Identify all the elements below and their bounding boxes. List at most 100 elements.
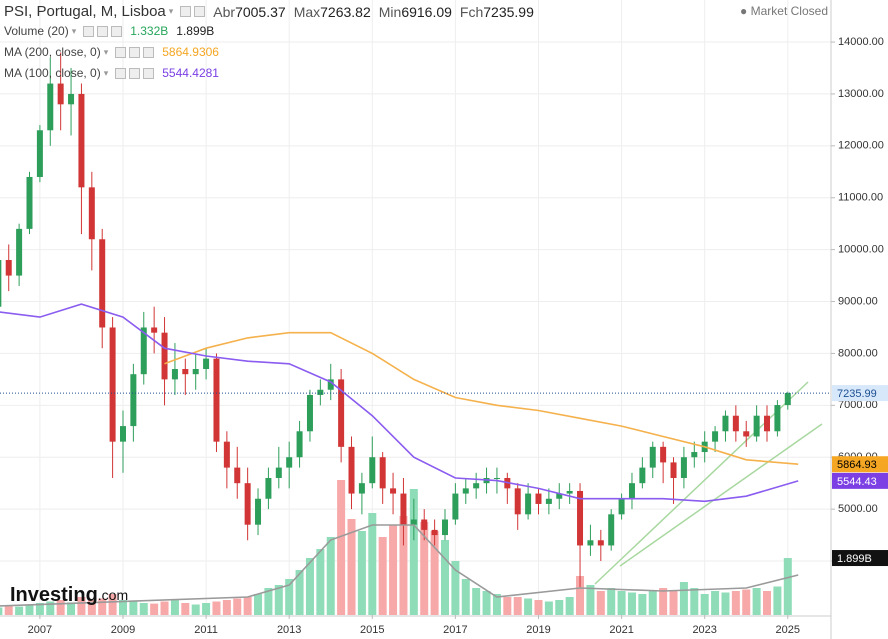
candle-body	[764, 415, 771, 432]
volume-bar	[586, 585, 595, 615]
volume-bar	[129, 601, 138, 615]
logo: Investing.com	[10, 584, 128, 606]
volume-bar	[638, 594, 647, 615]
x-tick-label: 2009	[111, 624, 135, 636]
candle-body	[348, 446, 355, 494]
candle-body	[649, 446, 656, 468]
legend-value: 6916.09	[401, 3, 452, 20]
candle-body	[182, 369, 189, 375]
icon[interactable]	[97, 25, 109, 37]
dropdown[interactable]: ▾	[71, 25, 77, 36]
y-tick-label: 14000.00	[838, 36, 884, 48]
icon[interactable]	[115, 46, 127, 58]
volume-bar	[441, 540, 450, 615]
dropdown[interactable]: ▾	[168, 6, 174, 16]
candle-body	[171, 369, 178, 380]
volume-bar	[326, 537, 335, 615]
volume-bar	[87, 600, 96, 615]
volume-bar	[555, 600, 564, 615]
volume-bar	[472, 588, 481, 615]
candle-body	[161, 332, 168, 380]
trend-line	[619, 423, 823, 567]
status-text: Market Closed	[750, 4, 828, 18]
volume-bar	[752, 588, 761, 615]
candle-body	[732, 415, 739, 432]
candle-body	[99, 239, 106, 328]
x-tick-label: 2025	[776, 624, 800, 636]
volume-bar	[233, 598, 242, 615]
volume-bar	[659, 588, 668, 615]
candle-body	[514, 488, 521, 515]
candle-body	[410, 519, 417, 525]
candle-body	[26, 176, 33, 229]
icon[interactable]	[194, 6, 206, 17]
icon[interactable]	[143, 67, 155, 79]
icon[interactable]	[143, 46, 155, 58]
icon[interactable]	[83, 25, 95, 37]
candle-body	[431, 529, 438, 536]
volume-bar	[181, 603, 190, 615]
logo-suffix: .com	[98, 587, 128, 603]
dropdown[interactable]: ▾	[103, 67, 109, 78]
candle-body	[535, 493, 542, 504]
candle-body	[660, 446, 667, 463]
icon[interactable]	[129, 46, 141, 58]
logo-main: Investing	[10, 584, 98, 606]
volume-bar	[170, 600, 179, 615]
price-badge	[832, 385, 888, 402]
icon[interactable]	[115, 67, 127, 79]
price-badge-label: 1.899B	[837, 553, 872, 565]
icon[interactable]	[129, 67, 141, 79]
price-badge	[832, 550, 888, 567]
y-tick-label: 11000.00	[838, 192, 883, 204]
y-tick-label: 12000.00	[838, 140, 884, 152]
x-tick-label: 2021	[609, 624, 633, 636]
candle-body	[525, 493, 532, 515]
candle-body	[57, 83, 64, 105]
candle-body	[691, 452, 698, 458]
candle-body	[68, 93, 75, 105]
volume-bar	[212, 601, 221, 615]
ma-line	[0, 303, 799, 503]
volume-bar	[409, 489, 418, 615]
dropdown[interactable]: ▾	[103, 46, 109, 57]
candle-body	[473, 483, 480, 489]
volume-bar	[389, 525, 398, 615]
icon[interactable]	[111, 25, 123, 37]
candle-body	[390, 488, 397, 494]
volume-bar	[492, 594, 501, 615]
legend-label: Max	[293, 3, 321, 20]
candle-body	[317, 389, 324, 395]
x-tick-label: 2023	[692, 624, 716, 636]
indicator-value: 5544.4281	[162, 66, 219, 80]
candle-body	[192, 369, 199, 375]
volume-bar	[305, 558, 314, 615]
candle-body	[670, 462, 677, 478]
volume-bar	[35, 603, 44, 615]
candle-body	[223, 441, 230, 468]
candle-body	[306, 394, 313, 432]
candle-body	[296, 431, 303, 458]
candle-body	[608, 514, 615, 546]
price-badge-label: 5544.43	[837, 476, 877, 488]
candle-body	[452, 493, 459, 520]
volume-bar	[150, 603, 159, 615]
volume-bar	[773, 586, 782, 615]
volume-bar	[274, 585, 283, 615]
volume-bar	[742, 589, 751, 615]
volume-bar	[451, 561, 460, 615]
legend-label: Fch	[459, 3, 484, 20]
legend-value: 7235.99	[483, 3, 534, 20]
volume-bar	[700, 594, 709, 615]
x-tick-label: 2007	[28, 624, 52, 636]
candle-body	[36, 130, 43, 177]
candle-body	[712, 431, 719, 442]
icon[interactable]	[180, 6, 192, 17]
volume-bar	[139, 603, 148, 615]
volume-bar	[295, 570, 304, 615]
price-badge-label: 7235.99	[837, 388, 877, 400]
volume-bar	[347, 519, 356, 615]
x-tick-label: 2013	[277, 624, 301, 636]
volume-bar	[596, 591, 605, 615]
